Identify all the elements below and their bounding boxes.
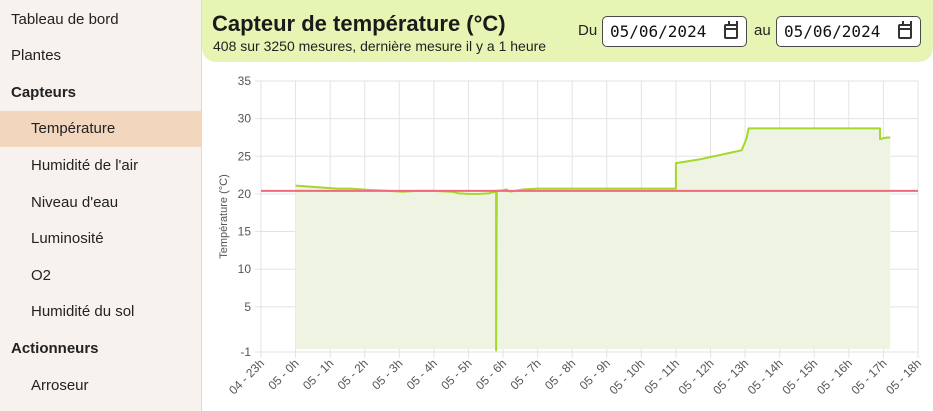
measurement-summary: 408 sur 3250 mesures, dernière mesure il… <box>213 38 547 54</box>
x-tick-label: 05 - 16h <box>814 356 855 397</box>
sidebar-item-humidite-de-l-air[interactable]: Humidité de l'air <box>31 156 139 174</box>
sidebar-item-humidite-du-sol[interactable]: Humidité du sol <box>31 303 135 321</box>
x-tick-label: 05 - 11h <box>642 356 682 396</box>
from-date-label: Du <box>578 22 598 39</box>
sidebar-item-tableau-de-bord[interactable]: Tableau de bord <box>11 10 119 28</box>
x-tick-label: 05 - 3h <box>369 356 405 392</box>
y-tick-label: 15 <box>238 225 252 239</box>
y-tick-label: 25 <box>238 149 252 163</box>
x-tick-label: 05 - 12h <box>676 356 717 397</box>
page-header: Capteur de température (°C) 408 sur 3250… <box>202 0 933 62</box>
x-tick-label: 05 - 15h <box>779 356 820 397</box>
to-date-input[interactable]: 05/06/2024 <box>776 16 921 47</box>
from-date-input[interactable]: 05/06/2024 <box>602 16 747 47</box>
sidebar-item-temperature[interactable]: Température <box>0 110 201 147</box>
calendar-icon[interactable] <box>724 21 738 39</box>
page-title: Capteur de température (°C) <box>212 11 506 36</box>
sidebar-item-niveau-d-eau[interactable]: Niveau d'eau <box>31 193 119 211</box>
y-tick-label: -1 <box>240 345 251 359</box>
x-tick-label: 05 - 1h <box>300 356 336 392</box>
sidebar-item-luminosite[interactable]: Luminosité <box>31 230 104 248</box>
y-tick-label: 30 <box>238 112 252 126</box>
x-tick-label: 05 - 6h <box>473 356 509 392</box>
x-tick-label: 05 - 10h <box>606 356 647 397</box>
y-tick-label: 5 <box>244 300 251 314</box>
y-axis-label: Température (°C) <box>218 174 230 258</box>
x-tick-label: 05 - 0h <box>265 356 301 392</box>
to-date-label: au <box>754 22 771 39</box>
from-date-value: 05/06/2024 <box>610 22 707 41</box>
x-tick-label: 05 - 7h <box>507 356 543 392</box>
calendar-icon[interactable] <box>898 21 912 39</box>
x-tick-label: 05 - 2h <box>335 356 371 392</box>
x-tick-label: 05 - 5h <box>438 356 474 392</box>
x-tick-label: 05 - 4h <box>404 356 440 392</box>
y-tick-label: 20 <box>238 187 252 201</box>
sidebar-heading-capteurs: Capteurs <box>11 83 77 101</box>
y-tick-label: 10 <box>238 262 252 276</box>
sidebar-item-plantes[interactable]: Plantes <box>11 47 62 65</box>
x-tick-label: 05 - 13h <box>710 356 751 397</box>
x-tick-label: 05 - 8h <box>542 356 578 392</box>
to-date-value: 05/06/2024 <box>784 22 881 41</box>
x-tick-label: 04 - 23h <box>226 356 267 397</box>
sidebar-item-arroseur[interactable]: Arroseur <box>31 376 89 394</box>
series-area-fill <box>295 128 891 351</box>
sidebar-item-o2[interactable]: O2 <box>31 266 52 284</box>
sidebar-heading-actionneurs: Actionneurs <box>11 339 99 357</box>
sidebar: Tableau de bord Plantes Capteurs Températur… <box>0 0 202 411</box>
y-tick-label: 35 <box>238 74 252 88</box>
y-axis-ticks: -1 5 10 15 20 25 30 35 <box>238 74 252 359</box>
x-tick-label: 05 - 17h <box>848 356 889 397</box>
x-tick-label: 05 - 18h <box>883 356 924 397</box>
x-tick-label: 05 - 14h <box>745 356 786 397</box>
